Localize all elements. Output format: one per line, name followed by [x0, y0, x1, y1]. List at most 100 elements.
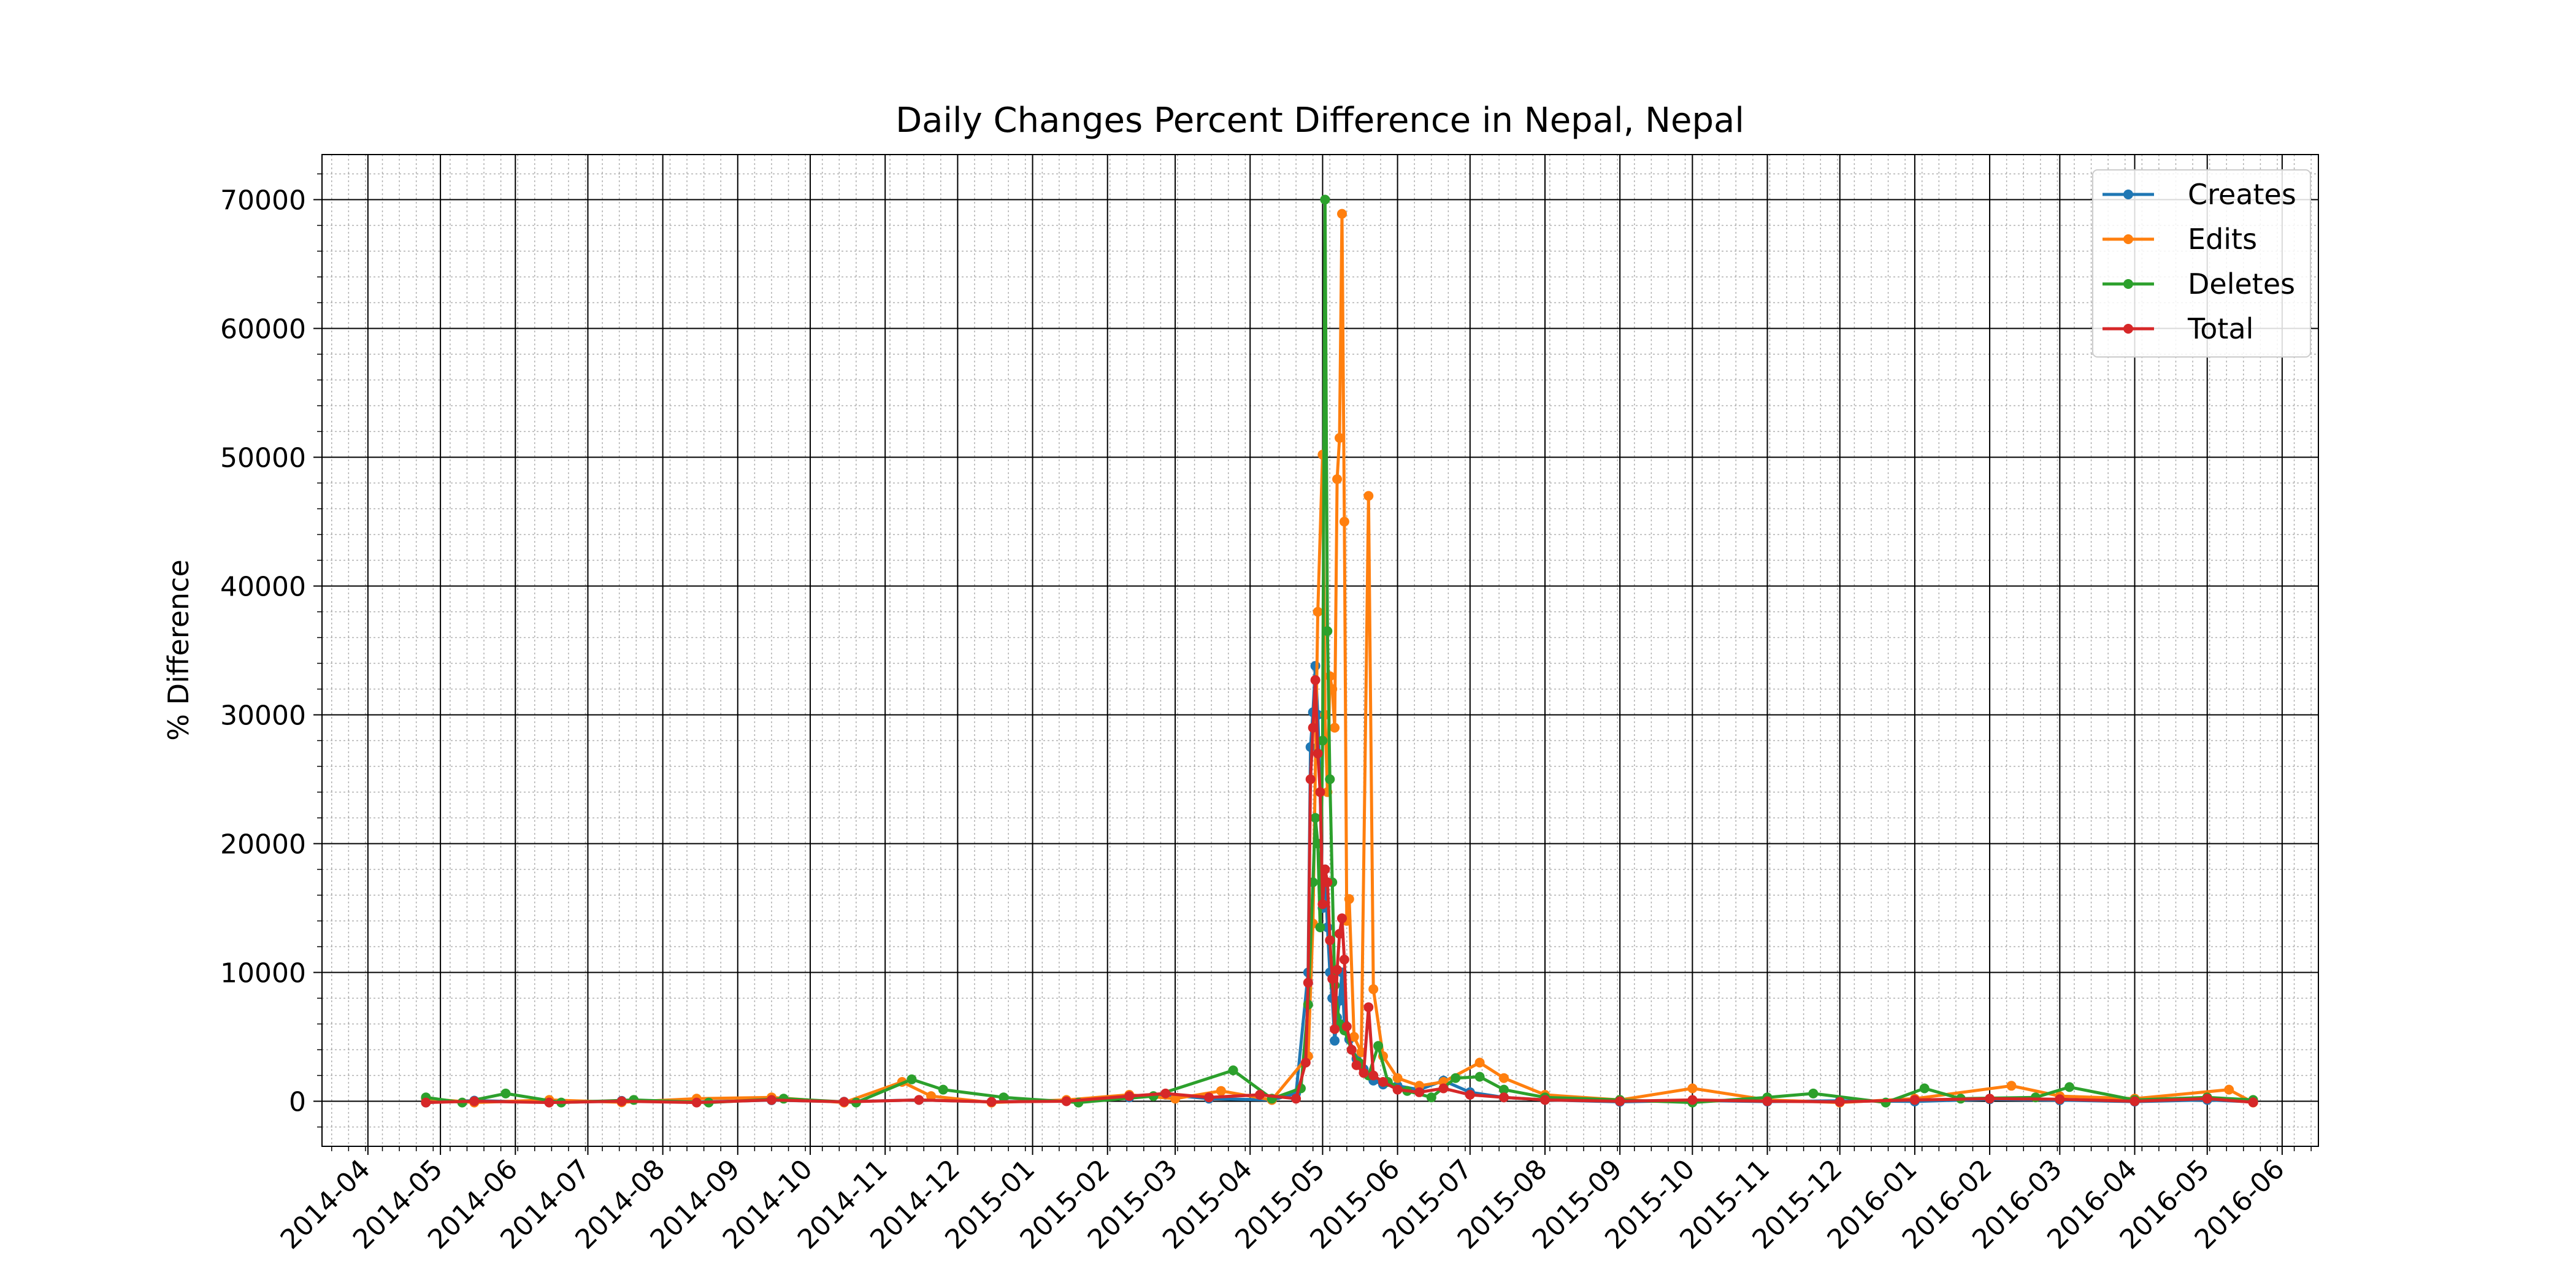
- data-point-edits: [1344, 894, 1354, 904]
- data-point-deletes: [2030, 1092, 2041, 1103]
- y-tick-label: 40000: [220, 572, 306, 603]
- data-point-total: [1368, 1070, 1379, 1081]
- major-grid: [322, 155, 2318, 1146]
- data-point-total: [1337, 913, 1347, 924]
- data-point-total: [1255, 1090, 1265, 1100]
- data-point-total: [544, 1097, 554, 1108]
- data-point-deletes: [1322, 626, 1333, 636]
- data-point-total: [1335, 929, 1344, 939]
- data-point-total: [2055, 1094, 2065, 1105]
- legend-item-creates: Creates: [2103, 178, 2296, 211]
- data-point-edits: [1325, 671, 1335, 681]
- data-point-deletes: [938, 1084, 948, 1095]
- legend-label: Total: [2187, 312, 2253, 345]
- legend: Creates Edits Deletes Total: [2092, 169, 2311, 358]
- data-point-deletes: [1325, 774, 1335, 784]
- data-point-total: [1322, 877, 1333, 887]
- data-point-edits: [1474, 1057, 1485, 1068]
- data-point-total: [1341, 1021, 1352, 1032]
- data-point-total: [1313, 748, 1323, 759]
- series-total: [421, 675, 2258, 1108]
- legend-marker: [2123, 234, 2133, 244]
- data-point-total: [1762, 1096, 1773, 1106]
- data-point-deletes: [2064, 1082, 2075, 1092]
- data-point-edits: [1330, 723, 1340, 733]
- data-point-total: [1310, 675, 1321, 685]
- data-point-total: [1204, 1092, 1214, 1103]
- data-point-edits: [926, 1091, 937, 1102]
- data-point-deletes: [1426, 1092, 1436, 1103]
- data-point-deletes: [500, 1088, 511, 1098]
- data-point-deletes: [907, 1074, 917, 1084]
- y-tick-label: 50000: [220, 443, 306, 474]
- data-point-total: [469, 1096, 480, 1106]
- data-point-total: [1985, 1094, 1995, 1104]
- data-point-edits: [1392, 1073, 1403, 1083]
- data-point-total: [1499, 1092, 1509, 1103]
- data-point-total: [1308, 723, 1318, 733]
- data-point-total: [1465, 1090, 1475, 1100]
- legend-marker: [2123, 279, 2133, 289]
- plot-area: [322, 155, 2318, 1146]
- data-point-total: [1325, 935, 1335, 945]
- data-point-total: [1330, 1024, 1340, 1034]
- data-point-total: [1438, 1083, 1449, 1094]
- data-point-total: [1303, 978, 1313, 988]
- data-point-total: [1392, 1084, 1403, 1095]
- y-tick-label: 60000: [220, 314, 306, 345]
- data-point-total: [1124, 1091, 1135, 1102]
- data-point-total: [1615, 1096, 1625, 1106]
- y-tick-label: 30000: [220, 700, 306, 732]
- data-point-edits: [1332, 474, 1343, 485]
- data-point-total: [1305, 774, 1316, 784]
- data-point-deletes: [1315, 922, 1325, 932]
- data-point-deletes: [1474, 1071, 1485, 1082]
- data-point-total: [1687, 1095, 1698, 1105]
- data-point-deletes: [1373, 1041, 1384, 1051]
- data-point-deletes: [1320, 194, 1330, 205]
- legend-item-deletes: Deletes: [2103, 267, 2295, 301]
- data-point-total: [616, 1096, 627, 1106]
- y-tick-label: 10000: [220, 958, 306, 989]
- series-line-deletes: [426, 198, 2253, 1105]
- data-point-total: [1346, 1045, 1357, 1055]
- data-point-total: [767, 1095, 776, 1105]
- legend-box: [2092, 169, 2311, 358]
- data-point-total: [1378, 1077, 1388, 1087]
- data-point-total: [1300, 1057, 1311, 1068]
- data-point-deletes: [999, 1092, 1009, 1103]
- y-axis-label: % Difference: [162, 559, 195, 740]
- data-point-edits: [1349, 1032, 1359, 1042]
- plot-frame: [321, 154, 2319, 1147]
- data-point-deletes: [1317, 735, 1328, 746]
- data-point-edits: [1216, 1086, 1226, 1096]
- data-point-total: [1315, 787, 1325, 797]
- data-point-deletes: [1919, 1083, 1930, 1094]
- data-point-total: [914, 1095, 924, 1105]
- data-point-total: [421, 1097, 431, 1108]
- data-point-deletes: [1228, 1065, 1238, 1076]
- data-point-edits: [1499, 1073, 1509, 1083]
- data-point-total: [1320, 864, 1330, 875]
- data-point-total: [1061, 1096, 1071, 1106]
- data-point-edits: [1337, 209, 1347, 219]
- data-point-total: [986, 1097, 997, 1107]
- data-point-creates: [1310, 661, 1321, 671]
- data-point-total: [1834, 1097, 1845, 1107]
- data-point-edits: [1170, 1094, 1181, 1104]
- legend-marker: [2123, 324, 2133, 334]
- y-tick-label: 70000: [220, 185, 306, 217]
- data-point-total: [839, 1097, 849, 1107]
- data-point-total: [1909, 1095, 1920, 1105]
- data-point-deletes: [1451, 1073, 1461, 1083]
- data-point-total: [1317, 899, 1328, 910]
- data-point-edits: [1335, 433, 1344, 443]
- legend-item-edits: Edits: [2103, 223, 2257, 256]
- data-point-total: [2202, 1094, 2212, 1104]
- data-point-deletes: [1310, 813, 1321, 823]
- data-point-total: [1327, 974, 1338, 984]
- data-point-total: [1291, 1094, 1301, 1104]
- legend-item-total: Total: [2103, 312, 2253, 345]
- data-point-edits: [1363, 491, 1374, 501]
